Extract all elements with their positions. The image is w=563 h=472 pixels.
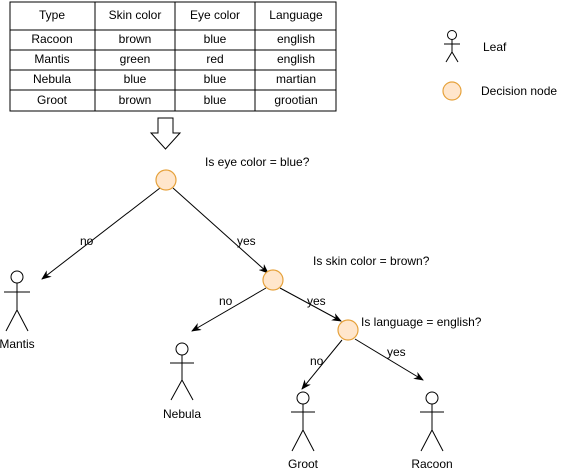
table-cell: blue [124, 72, 147, 86]
decision-node-skin-color [262, 269, 284, 291]
table-cell: Mantis [34, 52, 69, 66]
edge-label-yes: yes [307, 294, 326, 308]
edge-label-no: no [80, 234, 94, 248]
question-skin-color: Is skin color = brown? [313, 254, 430, 268]
table-cell: grootian [274, 93, 317, 107]
edge-label-yes: yes [387, 345, 406, 359]
table-cell: english [277, 52, 315, 66]
decision-node-legend-icon [442, 81, 462, 101]
down-arrow-icon [149, 117, 182, 150]
table-cell: green [120, 52, 151, 66]
edge-label-no: no [310, 354, 324, 368]
table-cell: blue [204, 72, 227, 86]
question-language: Is language = english? [361, 315, 482, 329]
table-header-language: Language [269, 8, 323, 22]
table-cell: Racoon [31, 32, 72, 46]
table-header-skin-color: Skin color [109, 8, 162, 22]
table-cell: blue [204, 93, 227, 107]
decision-node-language [337, 319, 359, 341]
table-header-type: Type [39, 8, 65, 22]
edge-root-to-skin-node [172, 187, 269, 274]
legend: Leaf Decision node [442, 30, 557, 101]
edge-label-yes: yes [237, 234, 256, 248]
table-cell: brown [119, 93, 152, 107]
table-cell: brown [119, 32, 152, 46]
edge-skin-to-language-node [279, 287, 342, 322]
leaf-label-groot: Groot [288, 457, 319, 471]
edge-language-to-racoon [354, 338, 424, 381]
table-cell: Groot [37, 93, 68, 107]
legend-leaf-label: Leaf [483, 40, 507, 54]
data-table: Type Skin color Eye color Language Racoo… [9, 1, 337, 112]
edge-language-to-groot [301, 339, 343, 390]
legend-decision-node-label: Decision node [481, 84, 557, 98]
leaf-label-nebula: Nebula [163, 407, 201, 421]
table-cell: Nebula [33, 72, 71, 86]
leaf-label-racoon: Racoon [411, 457, 452, 471]
edge-root-to-mantis [41, 187, 161, 280]
table-cell: english [277, 32, 315, 46]
question-eye-color: Is eye color = blue? [205, 155, 310, 169]
decision-node-eye-color [155, 169, 177, 191]
table-header-eye-color: Eye color [190, 8, 240, 22]
edge-label-no: no [219, 294, 233, 308]
leaf-legend-icon [444, 30, 460, 63]
leaf-racoon-icon [420, 391, 444, 452]
edge-skin-to-nebula [191, 287, 267, 332]
table-cell: blue [204, 32, 227, 46]
table-cell: martian [276, 72, 316, 86]
leaf-nebula-icon [170, 342, 194, 401]
leaf-mantis-icon [4, 270, 30, 332]
leaf-groot-icon [291, 391, 315, 452]
table-cell: red [206, 52, 223, 66]
leaf-label-mantis: Mantis [0, 337, 35, 351]
